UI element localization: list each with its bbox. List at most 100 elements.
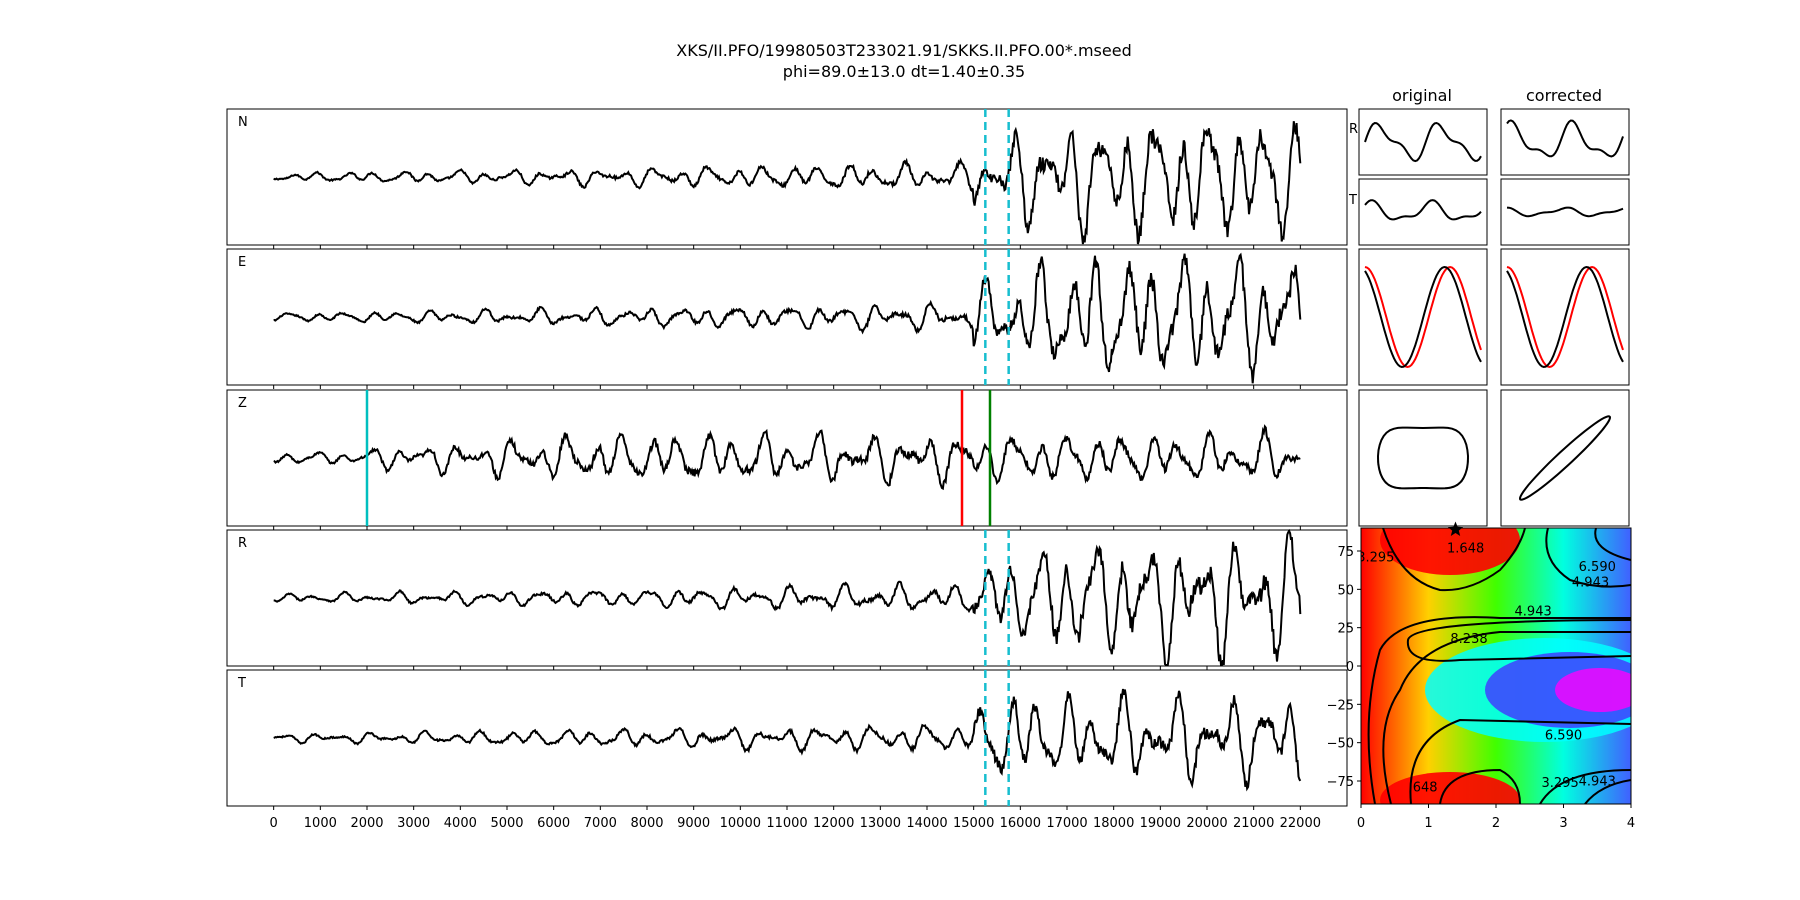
pm-trace: [1364, 199, 1482, 221]
x-tick-label: 6000: [537, 816, 570, 831]
contour-line: [1545, 528, 1631, 588]
es-x-tick-label: 2: [1492, 816, 1500, 831]
es-x-tick-label: 1: [1424, 816, 1432, 831]
x-tick-label: 17000: [1046, 816, 1087, 831]
contour-label: 6.590: [1579, 560, 1616, 575]
heatmap-min-bottom: [1380, 772, 1520, 804]
channel-label-E: E: [238, 255, 246, 270]
pm-wave-black: [1506, 265, 1624, 369]
pm-original-1: [1358, 178, 1488, 246]
x-tick-label: 10000: [720, 816, 761, 831]
heatmap-max: [1555, 668, 1631, 712]
error-surface: 3.295 1.648 6.590 4.943 4.943 8.238 6.590 3.295…: [1327, 521, 1635, 831]
es-x-tick-label: 0: [1357, 816, 1365, 831]
es-y-tick-label: 50: [1337, 583, 1354, 598]
contour-line: [1539, 769, 1631, 804]
pm-corrected-1: [1500, 178, 1630, 246]
x-tick-label: 15000: [953, 816, 994, 831]
pm-wave-black: [1364, 265, 1482, 369]
pm-frame: [1358, 108, 1488, 176]
panel-E: E: [226, 248, 1348, 389]
x-tick-label: 8000: [630, 816, 663, 831]
pm-original-0: [1358, 108, 1488, 176]
best-fit-star-icon: [1447, 521, 1464, 536]
es-y-tick-label: −75: [1327, 775, 1354, 790]
x-tick-label: 12000: [813, 816, 854, 831]
pm-row-label-R: R: [1349, 122, 1358, 137]
figure-subtitle: phi=89.0±13.0 dt=1.40±0.35: [783, 62, 1025, 81]
contour-label: 4.943: [1579, 775, 1616, 790]
panel-frame-R: [226, 529, 1348, 667]
es-y-tick-label: 25: [1337, 622, 1354, 637]
trace-T: [273, 688, 1302, 792]
x-tick-label: 7000: [584, 816, 617, 831]
pm-corrected-3: [1500, 389, 1630, 527]
x-tick-label: 2000: [350, 816, 383, 831]
contour-label: 1.648: [1447, 542, 1484, 557]
x-tick-label: 5000: [490, 816, 523, 831]
trace-R: [273, 528, 1302, 666]
pm-frame: [1358, 178, 1488, 246]
column-title-original: original: [1392, 86, 1452, 105]
panel-frame-E: [226, 248, 1348, 386]
trace-N: [273, 121, 1302, 245]
pm-corrected-0: [1500, 108, 1630, 176]
channel-label-T: T: [237, 676, 246, 691]
pm-wave-red: [1506, 265, 1624, 369]
x-tick-label: 3000: [397, 816, 430, 831]
x-tick-label: 13000: [860, 816, 901, 831]
pm-trace: [1364, 121, 1482, 163]
x-tick-label: 19000: [1140, 816, 1181, 831]
es-y-tick-label: −50: [1327, 737, 1354, 752]
channel-label-R: R: [238, 536, 247, 551]
x-tick-label: 21000: [1233, 816, 1274, 831]
es-y-tick-label: −25: [1327, 698, 1354, 713]
pm-corrected-2: [1500, 248, 1630, 386]
contour-label: 8.238: [1450, 632, 1487, 647]
column-title-corrected: corrected: [1526, 86, 1602, 105]
pm-original-3: [1358, 389, 1488, 527]
contour-line: [1367, 616, 1631, 804]
x-tick-label: 20000: [1186, 816, 1227, 831]
x-tick-label: 1000: [304, 816, 337, 831]
channel-label-N: N: [238, 115, 248, 130]
x-tick-label: 16000: [1000, 816, 1041, 831]
channel-label-Z: Z: [238, 396, 247, 411]
es-x-tick-label: 3: [1559, 816, 1567, 831]
x-tick-label: 18000: [1093, 816, 1134, 831]
contour-label: 6.590: [1545, 729, 1582, 744]
contour-line: [1406, 619, 1631, 804]
trace-E: [273, 252, 1302, 384]
x-tick-label: 11000: [766, 816, 807, 831]
figure-title: XKS/II.PFO/19980503T233021.91/SKKS.II.PF…: [676, 41, 1131, 60]
particle-motion-panels: RT: [1348, 108, 1630, 527]
contour-label: 3.295: [1542, 776, 1579, 791]
pm-frame: [1358, 389, 1488, 527]
heatmap-min-top: [1380, 528, 1520, 575]
es-y-tick-label: 0: [1346, 660, 1354, 675]
contour-line: [1584, 779, 1631, 804]
x-tick-label: 0: [270, 816, 278, 831]
panel-Z: Z: [226, 389, 1348, 530]
contour-label: 648: [1413, 781, 1438, 796]
es-y-tick-label: 75: [1337, 545, 1354, 560]
contour-line: [1594, 528, 1631, 561]
time-axis: 0 1000 2000 3000 4000 5000 6000 7000 8000 9000 100…: [270, 816, 1321, 831]
pm-particle-motion: [1518, 415, 1612, 501]
contour-label: 4.943: [1515, 604, 1552, 619]
seismogram-panels: N E Z R T: [226, 108, 1348, 810]
x-tick-label: 14000: [906, 816, 947, 831]
pm-wave-red: [1364, 265, 1482, 369]
contour-line: [1382, 528, 1526, 592]
contour-label: 3.295: [1357, 551, 1394, 566]
x-tick-label: 4000: [444, 816, 477, 831]
panel-R: R: [226, 528, 1348, 670]
es-x-tick-label: 4: [1627, 816, 1635, 831]
contour-line: [1382, 631, 1631, 804]
x-tick-label: 22000: [1280, 816, 1321, 831]
panel-N: N: [226, 108, 1348, 249]
pm-frame: [1500, 389, 1630, 527]
trace-Z: [273, 424, 1301, 491]
pm-frame: [1500, 108, 1630, 176]
